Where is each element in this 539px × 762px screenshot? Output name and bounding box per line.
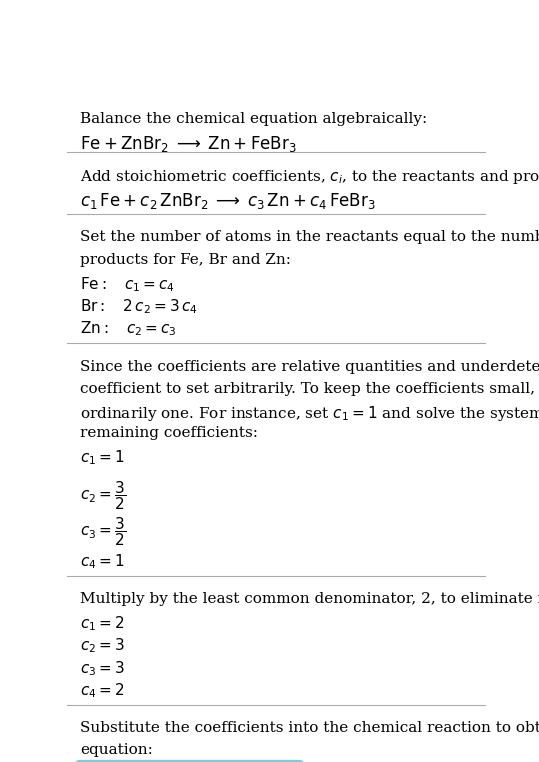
Text: $\mathrm{Br:}\quad 2\,c_2 = 3\,c_4$: $\mathrm{Br:}\quad 2\,c_2 = 3\,c_4$ (80, 297, 198, 316)
Text: products for Fe, Br and Zn:: products for Fe, Br and Zn: (80, 253, 291, 267)
Text: $c_2 = \dfrac{3}{2}$: $c_2 = \dfrac{3}{2}$ (80, 479, 126, 512)
Text: Set the number of atoms in the reactants equal to the number of atoms in the: Set the number of atoms in the reactants… (80, 230, 539, 245)
Text: Add stoichiometric coefficients, $c_i$, to the reactants and products:: Add stoichiometric coefficients, $c_i$, … (80, 168, 539, 186)
Text: $c_1 = 1$: $c_1 = 1$ (80, 449, 125, 467)
Text: $\mathrm{Zn:}\quad c_2 = c_3$: $\mathrm{Zn:}\quad c_2 = c_3$ (80, 320, 177, 338)
Text: $c_4 = 1$: $c_4 = 1$ (80, 552, 125, 571)
Text: $c_3 = \dfrac{3}{2}$: $c_3 = \dfrac{3}{2}$ (80, 516, 126, 549)
FancyBboxPatch shape (75, 761, 304, 762)
Text: Substitute the coefficients into the chemical reaction to obtain the balanced: Substitute the coefficients into the che… (80, 721, 539, 735)
Text: $c_1\,\mathrm{Fe} + c_2\,\mathrm{ZnBr_2} \;\longrightarrow\; c_3\,\mathrm{Zn} + : $c_1\,\mathrm{Fe} + c_2\,\mathrm{ZnBr_2}… (80, 190, 376, 210)
Text: Since the coefficients are relative quantities and underdetermined, choose a: Since the coefficients are relative quan… (80, 360, 539, 373)
Text: $\mathrm{Fe + ZnBr_2 \;\longrightarrow\; Zn + FeBr_3}$: $\mathrm{Fe + ZnBr_2 \;\longrightarrow\;… (80, 134, 296, 154)
Text: coefficient to set arbitrarily. To keep the coefficients small, the arbitrary va: coefficient to set arbitrarily. To keep … (80, 382, 539, 396)
Text: $c_3 = 3$: $c_3 = 3$ (80, 659, 125, 677)
Text: $\mathrm{Fe:}\quad c_1 = c_4$: $\mathrm{Fe:}\quad c_1 = c_4$ (80, 275, 175, 294)
Text: remaining coefficients:: remaining coefficients: (80, 427, 258, 440)
Text: $c_1 = 2$: $c_1 = 2$ (80, 614, 125, 633)
Text: equation:: equation: (80, 743, 153, 757)
Text: $c_2 = 3$: $c_2 = 3$ (80, 636, 125, 655)
Text: Balance the chemical equation algebraically:: Balance the chemical equation algebraica… (80, 112, 427, 126)
Text: Multiply by the least common denominator, 2, to eliminate fractional coefficient: Multiply by the least common denominator… (80, 592, 539, 606)
Text: ordinarily one. For instance, set $c_1 = 1$ and solve the system of equations fo: ordinarily one. For instance, set $c_1 =… (80, 404, 539, 423)
Text: $c_4 = 2$: $c_4 = 2$ (80, 681, 125, 700)
